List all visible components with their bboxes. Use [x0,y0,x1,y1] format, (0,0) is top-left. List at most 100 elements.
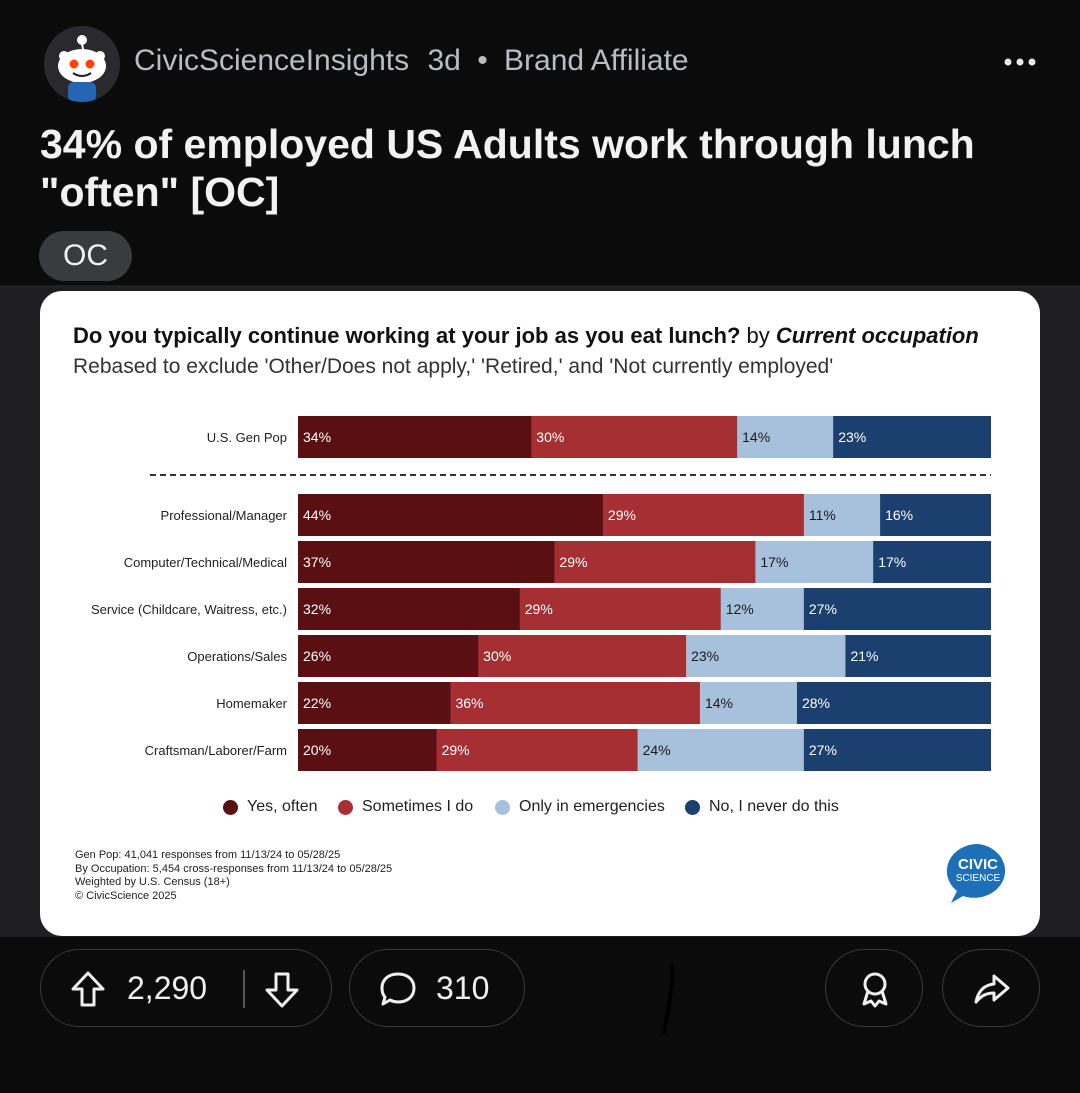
data-label-service-childcare-waitress-etc-sometimes-i-do: 29% [525,601,553,617]
chart-title-question: Do you typically continue working at you… [73,323,741,348]
data-label-professional-manager-yes-often: 44% [303,507,331,523]
data-label-homemaker-yes-often: 22% [303,695,331,711]
comment-bubble-icon [380,972,416,1006]
data-label-computer-technical-medical-yes-often: 37% [303,554,331,570]
legend-swatch [495,799,510,815]
bar-segment-operations-sales-yes-often [298,635,479,677]
data-label-professional-manager-only-in-emergencies: 11% [809,507,836,523]
data-label-professional-manager-sometimes-i-do: 29% [608,507,636,523]
data-label-service-childcare-waitress-etc-no-i-never-do-this: 27% [809,601,837,617]
snoo-avatar-icon [44,26,120,102]
post-byline: CivicScienceInsights 3d • Brand Affiliat… [134,44,689,78]
data-label-operations-sales-yes-often: 26% [303,648,331,664]
bar-segment-craftsman-laborer-farm-sometimes-i-do [436,729,639,771]
bar-segment-computer-technical-medical-yes-often [298,541,555,583]
author-avatar[interactable] [44,26,120,102]
data-label-computer-technical-medical-no-i-never-do-this: 17% [878,554,906,570]
vote-divider [243,970,245,1008]
civicscience-logo: CIVIC SCIENCE [946,843,1006,903]
legend-item-never: No, I never do this [685,797,839,817]
data-label-u-s-gen-pop-no-i-never-do-this: 23% [838,429,866,445]
share-button[interactable] [942,949,1040,1027]
data-label-operations-sales-sometimes-i-do: 30% [483,648,511,664]
data-label-u-s-gen-pop-sometimes-i-do: 30% [536,429,564,445]
bar-segment-professional-manager-only-in-emergencies [803,494,881,536]
category-label-operations-sales: Operations/Sales [187,649,287,664]
data-label-computer-technical-medical-only-in-emergencies: 17% [760,554,788,570]
downvote-arrow-icon[interactable] [263,970,301,1010]
bar-segment-u-s-gen-pop-yes-often [298,416,532,458]
bar-segment-craftsman-laborer-farm-only-in-emergencies [637,729,805,771]
more-options-icon[interactable] [1000,50,1040,74]
chart-title-by: by [740,323,776,348]
bar-segment-operations-sales-no-i-never-do-this [845,635,991,677]
bar-segment-operations-sales-only-in-emergencies [686,635,846,677]
footnote-line: Gen Pop: 41,041 responses from 11/13/24 … [75,849,341,861]
legend-swatch [338,799,353,815]
bar-segment-homemaker-no-i-never-do-this [796,682,991,724]
legend-label: No, I never do this [709,798,839,815]
bar-segment-operations-sales-sometimes-i-do [478,635,687,677]
byline-separator: • [477,44,488,77]
award-icon [862,972,888,1008]
comments-button[interactable]: 310 [349,949,525,1027]
bar-segment-craftsman-laborer-farm-no-i-never-do-this [803,729,991,771]
bar-segment-u-s-gen-pop-sometimes-i-do [531,416,738,458]
data-label-craftsman-laborer-farm-yes-often: 20% [303,742,331,758]
bar-segment-computer-technical-medical-sometimes-i-do [554,541,756,583]
data-label-professional-manager-no-i-never-do-this: 16% [885,507,913,523]
award-button[interactable] [825,949,923,1027]
legend-item-yes-often: Yes, often [223,797,318,817]
legend-label: Yes, often [247,798,318,815]
bar-segment-professional-manager-sometimes-i-do [602,494,805,536]
legend-swatch [685,799,700,815]
category-label-homemaker: Homemaker [216,696,287,711]
brand-affiliate-badge: Brand Affiliate [504,44,689,77]
stacked-bar-chart: U.S. Gen Pop 34% 30% 14% 23% Professional/Man… [91,416,991,771]
legend-label: Sometimes I do [362,798,474,815]
bar-segment-u-s-gen-pop-only-in-emergencies [737,416,834,458]
data-label-u-s-gen-pop-only-in-emergencies: 14% [742,429,770,445]
upvote-count: 2,290 [127,970,208,1006]
post-age: 3d [427,44,461,77]
data-label-u-s-gen-pop-yes-often: 34% [303,429,331,445]
post-title[interactable]: 34% of employed US Adults work through l… [40,121,975,215]
data-label-service-childcare-waitress-etc-yes-often: 32% [303,601,331,617]
data-label-craftsman-laborer-farm-sometimes-i-do: 29% [442,742,470,758]
chart-subtitle: Rebased to exclude 'Other/Does not apply… [73,355,834,378]
chart-title: Do you typically continue working at you… [73,323,1023,349]
category-label-service-childcare-waitress-etc: Service (Childcare, Waitress, etc.) [91,602,287,617]
logo-text-civic: CIVIC [958,856,998,873]
category-label-professional-manager: Professional/Manager [161,508,288,523]
data-label-homemaker-no-i-never-do-this: 28% [802,695,830,711]
legend-item-emergencies: Only in emergencies [495,797,665,817]
data-label-homemaker-only-in-emergencies: 14% [705,695,733,711]
bar-segment-professional-manager-yes-often [298,494,604,536]
data-label-operations-sales-only-in-emergencies: 23% [691,648,719,664]
data-label-operations-sales-no-i-never-do-this: 21% [850,648,878,664]
legend-label: Only in emergencies [519,798,665,815]
chart-title-dimension: Current occupation [775,323,979,348]
bar-segment-service-childcare-waitress-etc-yes-often [298,588,521,630]
post-flair[interactable]: OC [39,231,132,281]
legend-item-sometimes: Sometimes I do [338,797,473,817]
logo-text-science: SCIENCE [956,873,1001,884]
data-label-homemaker-sometimes-i-do: 36% [455,695,483,711]
chart-footnotes: Gen Pop: 41,041 responses from 11/13/24 … [75,849,392,903]
bar-segment-homemaker-only-in-emergencies [699,682,798,724]
chart-image-card[interactable]: Do you typically continue working at you… [40,291,1040,936]
data-label-craftsman-laborer-farm-no-i-never-do-this: 27% [809,742,837,758]
author-name[interactable]: CivicScienceInsights [134,44,410,77]
footnote-line: © CivicScience 2025 [75,889,177,902]
data-label-service-childcare-waitress-etc-only-in-emergencies: 12% [726,601,754,617]
upvote-arrow-icon[interactable] [69,969,107,1009]
bar-segment-service-childcare-waitress-etc-no-i-never-do-this [803,588,991,630]
share-arrow-icon [974,974,1010,1004]
footnote-line: Weighted by U.S. Census (18+) [75,876,230,888]
bar-segment-craftsman-laborer-farm-yes-often [298,729,438,771]
bar-segment-computer-technical-medical-no-i-never-do-this [873,541,991,583]
bar-segment-homemaker-sometimes-i-do [450,682,701,724]
category-label-craftsman-laborer-farm: Craftsman/Laborer/Farm [145,743,287,758]
data-label-computer-technical-medical-sometimes-i-do: 29% [559,554,587,570]
footnote-line: By Occupation: 5,454 cross-responses fro… [75,862,393,875]
